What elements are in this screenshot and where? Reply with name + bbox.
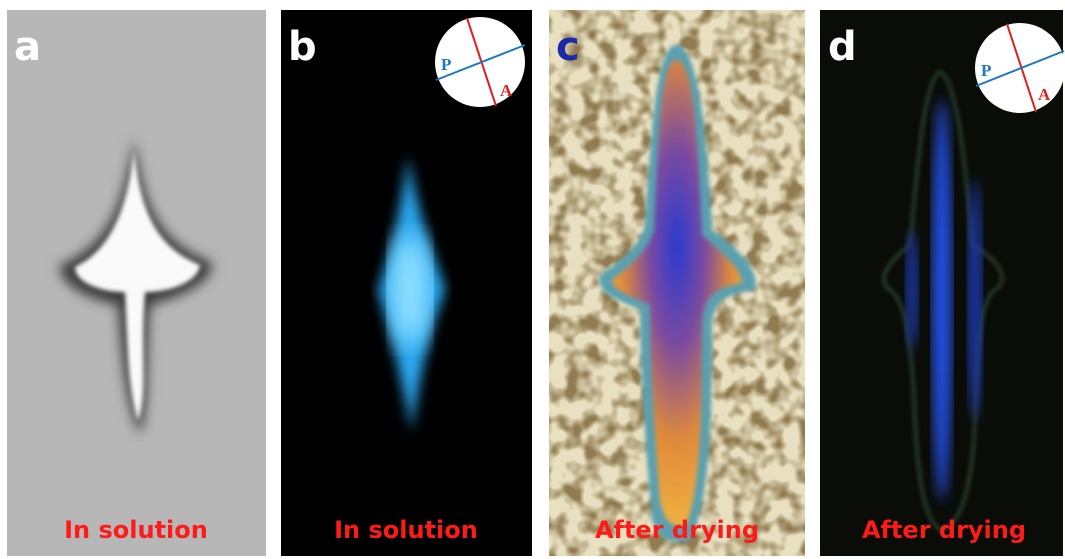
panel-letter: c [556, 24, 580, 70]
panel-a: a In solution [7, 10, 266, 556]
crystal-streak [968, 180, 982, 420]
polarizer-label: P [441, 55, 451, 74]
panel-letter: a [14, 24, 41, 70]
crystal-streak [932, 100, 952, 500]
crystal-core [390, 235, 430, 345]
caption: In solution [334, 516, 478, 544]
crystal-streak [906, 230, 918, 350]
page: a In solution P A b In solution c After … [0, 0, 1065, 559]
panel-letter: b [288, 24, 317, 70]
analyzer-label: A [1038, 85, 1051, 104]
caption: In solution [64, 516, 208, 544]
polarizer-label: P [981, 61, 991, 80]
analyzer-label: A [500, 81, 513, 100]
panel-letter: d [828, 24, 857, 70]
panel-d: P A d After drying [820, 10, 1065, 556]
caption: After drying [862, 516, 1026, 544]
figure: a In solution P A b In solution c After … [0, 0, 1065, 559]
panel-c: c After drying [549, 10, 805, 556]
panel-b: P A b In solution [281, 10, 532, 556]
caption: After drying [595, 516, 759, 544]
